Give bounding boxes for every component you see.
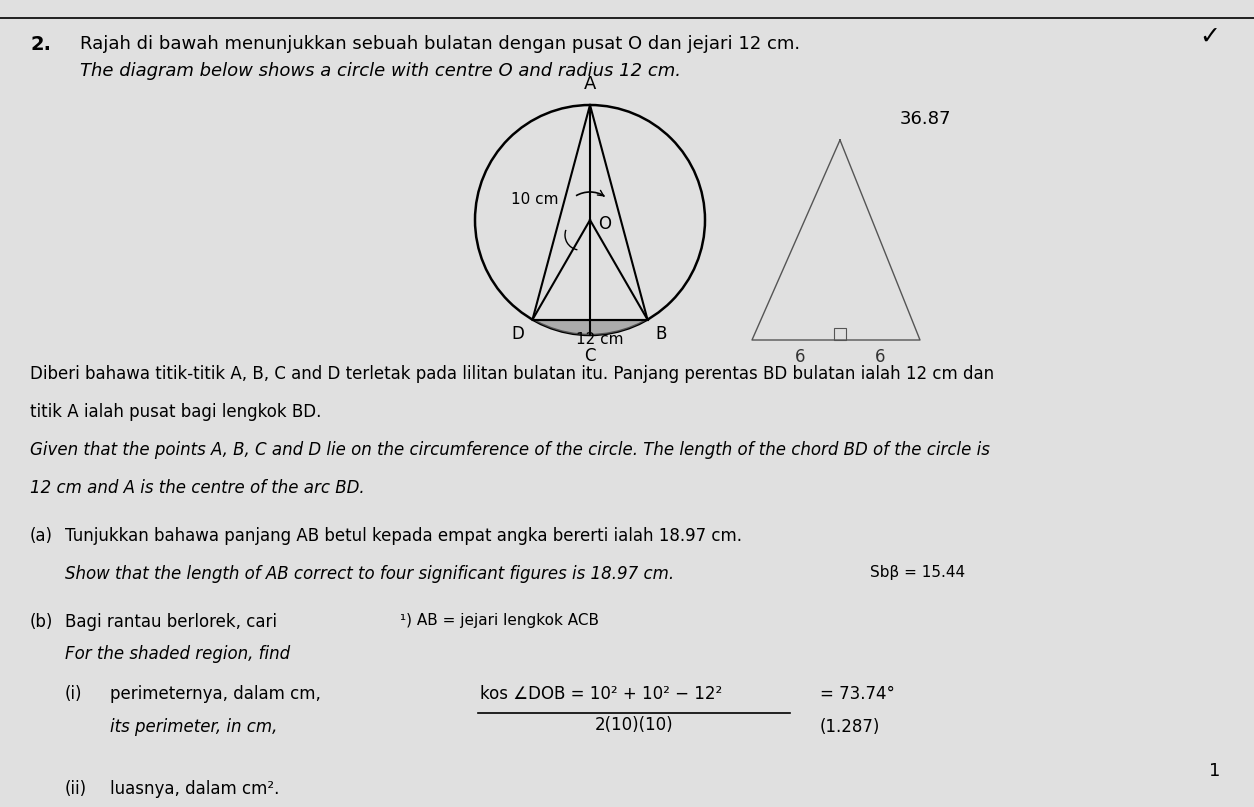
Text: (1.287): (1.287)	[820, 717, 880, 735]
Text: O: O	[598, 215, 611, 233]
Text: (b): (b)	[30, 613, 54, 631]
Text: C: C	[584, 347, 596, 365]
Text: For the shaded region, find: For the shaded region, find	[65, 646, 290, 663]
Text: 12 cm and A is the centre of the arc BD.: 12 cm and A is the centre of the arc BD.	[30, 479, 365, 497]
Text: titik A ialah pusat bagi lengkok BD.: titik A ialah pusat bagi lengkok BD.	[30, 403, 321, 421]
Text: 10 cm: 10 cm	[512, 193, 559, 207]
Text: = 73.74°: = 73.74°	[820, 685, 895, 703]
Text: (a): (a)	[30, 527, 53, 545]
Text: 6: 6	[795, 348, 805, 366]
Text: kos ∠DOB = 10² + 10² − 12²: kos ∠DOB = 10² + 10² − 12²	[480, 685, 722, 703]
Text: D: D	[512, 324, 524, 343]
Text: 6: 6	[875, 348, 885, 366]
Text: ¹) AB = jejari lengkok ACB: ¹) AB = jejari lengkok ACB	[400, 613, 599, 628]
Text: Show that the length of AB correct to four significant figures is 18.97 cm.: Show that the length of AB correct to fo…	[65, 565, 675, 583]
Text: 2.: 2.	[30, 35, 51, 54]
Text: luasnya, dalam cm².: luasnya, dalam cm².	[110, 780, 280, 798]
Bar	[834, 328, 846, 340]
Text: Sbβ = 15.44: Sbβ = 15.44	[870, 565, 966, 580]
Text: The diagram below shows a circle with centre O and radius 12 cm.: The diagram below shows a circle with ce…	[80, 62, 681, 80]
Text: B: B	[656, 324, 667, 343]
Text: Bagi rantau berlorek, cari: Bagi rantau berlorek, cari	[65, 613, 277, 631]
Text: (ii): (ii)	[65, 780, 87, 798]
Polygon shape	[533, 320, 647, 335]
Text: 2(10)(10): 2(10)(10)	[594, 716, 673, 734]
Text: perimeternya, dalam cm,: perimeternya, dalam cm,	[110, 685, 321, 703]
Text: A: A	[584, 75, 596, 93]
Text: (i): (i)	[65, 685, 83, 703]
Text: 36.87: 36.87	[900, 110, 952, 128]
Text: Given that the points A, B, C and D lie on the circumference of the circle. The : Given that the points A, B, C and D lie …	[30, 441, 989, 459]
Text: ✓: ✓	[1199, 25, 1220, 49]
Text: 12 cm: 12 cm	[577, 332, 623, 346]
Text: Rajah di bawah menunjukkan sebuah bulatan dengan pusat O dan jejari 12 cm.: Rajah di bawah menunjukkan sebuah bulata…	[80, 35, 800, 53]
Text: Diberi bahawa titik-titik A, B, C and D terletak pada lilitan bulatan itu. Panja: Diberi bahawa titik-titik A, B, C and D …	[30, 365, 994, 383]
Text: its perimeter, in cm,: its perimeter, in cm,	[110, 717, 277, 735]
Text: 1: 1	[1209, 762, 1220, 780]
Text: Tunjukkan bahawa panjang AB betul kepada empat angka bererti ialah 18.97 cm.: Tunjukkan bahawa panjang AB betul kepada…	[65, 527, 742, 545]
